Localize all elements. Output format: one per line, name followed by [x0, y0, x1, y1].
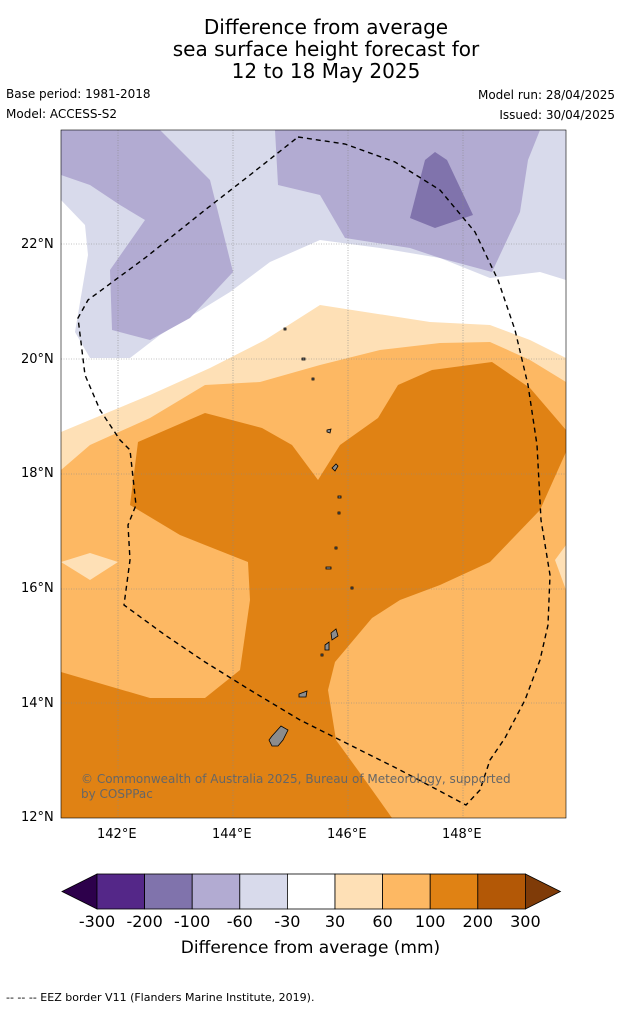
- title-line-2: sea surface height forecast for: [172, 37, 480, 61]
- islands: [268, 327, 354, 747]
- colorbar-swatch-6: [334, 873, 383, 910]
- copyright-notice: © Commonwealth of Australia 2025, Bureau…: [81, 772, 511, 801]
- island-guam: [268, 725, 289, 747]
- lat-tick-14n: 14°N: [21, 696, 54, 711]
- lat-tick-22n: 22°N: [21, 237, 54, 252]
- colorbar-swatch-2: [144, 873, 193, 910]
- contour-light-orange-patch: [61, 553, 118, 580]
- colorbar-swatch-3: [191, 873, 241, 910]
- colorbar-label: 300: [510, 912, 541, 931]
- title-line-3: 12 to 18 May 2025: [231, 59, 421, 83]
- colorbar-swatch-9: [477, 873, 526, 910]
- colorbar-arrow-max: [525, 873, 562, 910]
- island-farallon-de-pajaros: [283, 327, 287, 331]
- graticule: [61, 130, 566, 818]
- model-name: Model: ACCESS-S2: [6, 107, 118, 121]
- lon-tick-148e: 148°E: [442, 827, 482, 842]
- model-run: Model run: 28/04/2025: [477, 88, 615, 102]
- anomaly-field: [61, 130, 566, 818]
- contour-dark-purple: [410, 152, 473, 228]
- colorbar-label: 200: [462, 912, 494, 931]
- lat-tick-12n: 12°N: [21, 810, 54, 825]
- island-alamagan: [337, 495, 342, 499]
- base-period: Base period: 1981-2018: [6, 87, 151, 101]
- lat-tick-18n: 18°N: [21, 466, 54, 481]
- colorbar-swatch-4: [239, 873, 288, 910]
- colorbar-label: -300: [78, 912, 116, 931]
- lat-tick-20n: 20°N: [21, 352, 54, 367]
- colorbar-arrow-min: [61, 873, 98, 910]
- lon-tick-146e: 146°E: [327, 827, 367, 842]
- island-rota: [298, 690, 308, 698]
- eez-border: [77, 136, 551, 806]
- colorbar-label: -100: [174, 912, 211, 931]
- island-tinian: [324, 641, 330, 651]
- contour-mid-purple-east: [275, 130, 540, 272]
- island-guguan: [337, 511, 341, 515]
- colorbar-swatch-8: [429, 873, 479, 910]
- contour-light-orange-east-patch: [555, 545, 566, 590]
- issued-date: Issued: 30/04/2025: [499, 108, 615, 122]
- island-sarigan: [334, 546, 338, 550]
- lat-tick-16n: 16°N: [21, 581, 54, 596]
- island-anatahan: [325, 566, 332, 570]
- contour-dark-orange: [61, 362, 566, 818]
- colorbar-label: 30: [324, 912, 346, 931]
- island-maug: [301, 357, 306, 361]
- island-aguijan: [320, 653, 324, 657]
- colorbar-swatch-5: [286, 873, 336, 910]
- colorbar-label: -60: [226, 912, 253, 931]
- colorbar-label: -200: [126, 912, 163, 931]
- title-line-1: Difference from average: [203, 15, 449, 39]
- island-saipan: [330, 628, 339, 641]
- eez-footnote: -- -- -- EEZ border V11 (Flanders Marine…: [6, 991, 315, 1004]
- map-title: Difference from average sea surface heig…: [0, 16, 621, 82]
- colorbar-label: 100: [414, 912, 446, 931]
- contour-mid-purple-west: [61, 130, 233, 340]
- lon-tick-142e: 142°E: [97, 827, 137, 842]
- island-agrihan: [326, 428, 332, 434]
- colorbar-label: 60: [372, 912, 393, 931]
- map-frame: [60, 129, 567, 819]
- colorbar-swatch-1: [96, 873, 145, 910]
- island-pagan: [331, 463, 339, 472]
- colorbar-title: Difference from average (mm): [180, 938, 441, 958]
- island-farallon-de-medinilla: [350, 586, 354, 590]
- island-asuncion: [311, 377, 315, 381]
- colorbar-swatch-7: [382, 873, 431, 910]
- colorbar-label: -30: [274, 912, 301, 931]
- lon-tick-144e: 144°E: [212, 827, 252, 842]
